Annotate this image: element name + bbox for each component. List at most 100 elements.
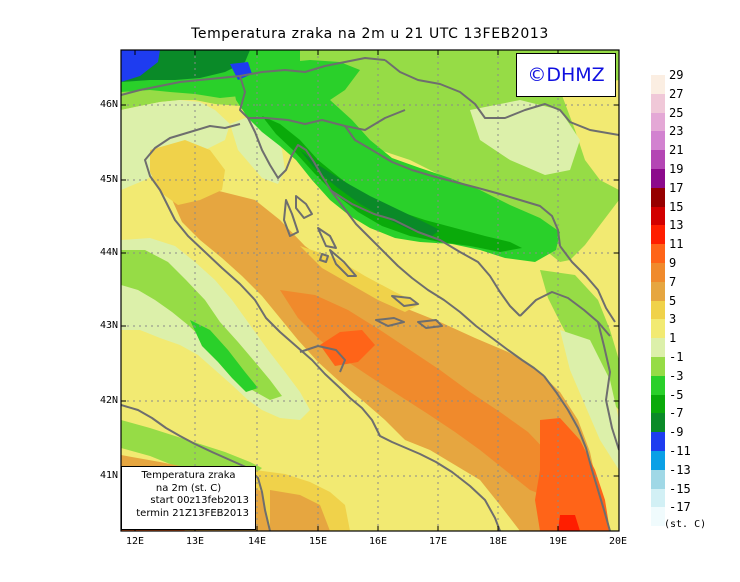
legend-swatch [651, 75, 665, 94]
legend-swatch [651, 488, 665, 508]
lon-label-19e: 19E [548, 536, 568, 547]
albania-border [543, 375, 611, 531]
lat-label-43n: 43N [99, 320, 118, 331]
legend-swatch [651, 206, 665, 226]
field-apennine-green [121, 250, 282, 400]
field-ionian-hot [558, 515, 580, 531]
alps-border [121, 57, 386, 96]
legend-swatch [651, 451, 665, 470]
slovenia-border [239, 75, 406, 131]
italy-coastline [144, 123, 501, 531]
italy-west-coast [121, 404, 271, 531]
legend-level-label: 15 [669, 199, 684, 214]
legend-level-label: 3 [669, 312, 677, 327]
serbia-border [559, 245, 616, 323]
legend-level-label: 11 [669, 237, 684, 252]
island-brac [391, 295, 419, 307]
lon-label-12e: 12E [125, 536, 145, 547]
island-dugi [329, 249, 357, 277]
field-east-yellow [560, 80, 619, 190]
dhmz-watermark: ©DHMZ [516, 53, 616, 97]
plot-frame [120, 49, 620, 532]
legend-swatch [651, 413, 665, 433]
lon-label-15e: 15E [308, 536, 328, 547]
field-dalmatia-yellow [300, 246, 420, 312]
legend-level-label: -7 [669, 406, 684, 421]
legend-swatch [651, 357, 665, 376]
lon-label-18e: 18E [488, 536, 508, 547]
island-tremiti [319, 253, 329, 263]
info-line-termin: termin 21Z13FEB2013 [136, 507, 249, 519]
gargano-coast [299, 345, 346, 373]
legend-level-label: -9 [669, 425, 684, 440]
legend-swatch [651, 131, 665, 151]
legend-swatch [651, 394, 665, 414]
legend-level-label: -11 [669, 444, 691, 458]
legend-level-label: 13 [669, 218, 684, 233]
lat-label-42n: 42N [99, 395, 118, 406]
albania-east-border [597, 321, 619, 451]
legend-level-label: 5 [669, 293, 677, 308]
field-dinaric-green [230, 60, 560, 262]
legend-swatch [651, 300, 665, 320]
field-albania-light [560, 330, 619, 470]
legend-level-label: 21 [669, 143, 684, 158]
legend-swatch [651, 432, 665, 452]
legend-swatch [651, 112, 665, 132]
legend-level-label: -3 [669, 368, 684, 383]
legend-swatch [651, 150, 665, 170]
legend-level-label: -15 [669, 481, 691, 496]
legend-level-label: -5 [669, 387, 684, 402]
lon-label-17e: 17E [428, 536, 448, 547]
island-krk [295, 195, 313, 219]
legend-level-label: 7 [669, 274, 677, 289]
legend-level-label: 25 [669, 105, 684, 120]
field-alps-blue [121, 50, 160, 82]
legend-swatch [651, 244, 665, 264]
chart-title: Temperatura zraka na 2m u 21 UTC 13FEB20… [191, 26, 549, 42]
legend-swatch [651, 187, 665, 207]
legend-swatch [651, 281, 665, 301]
bih-inner-border [329, 189, 521, 317]
legend-swatch [651, 319, 665, 339]
istria-coast [247, 117, 545, 377]
field-italy-west-yellow [121, 330, 305, 470]
legend-level-label: 1 [669, 331, 677, 346]
legend-level-label: 29 [669, 68, 684, 82]
field-south-italy-green [121, 420, 262, 480]
field-adriatic-warm [320, 330, 375, 366]
lon-label-13e: 13E [185, 536, 205, 547]
island-korcula [417, 319, 443, 329]
legend-level-label: 19 [669, 162, 684, 176]
info-line-start: start 00z13feb2013 [150, 495, 249, 506]
lon-label-14e: 14E [247, 536, 267, 547]
info-line-variable: Temperatura zraka [141, 470, 236, 481]
legend-swatch [651, 507, 665, 527]
legend-level-label: -13 [669, 462, 691, 477]
coastlines [121, 57, 619, 531]
legend-level-label: 9 [669, 256, 677, 270]
legend-swatch [651, 225, 665, 245]
field-apennine-mid [190, 320, 258, 392]
lat-label-46n: 46N [99, 99, 118, 110]
legend-swatch [651, 93, 665, 113]
legend-swatch [651, 169, 665, 188]
legend-swatch [651, 263, 665, 282]
info-line-unit: na 2m (st. C) [155, 482, 222, 494]
legend-swatch [651, 469, 665, 489]
legend-level-label: 27 [669, 86, 684, 101]
lon-label-16e: 16E [368, 536, 388, 547]
field-north-adriatic-yellow [150, 140, 225, 205]
croatia-bih-border [344, 125, 561, 247]
island-cres [283, 199, 299, 237]
field-dinaric-darkest [300, 150, 440, 236]
lon-label-20e: 20E [608, 536, 628, 547]
lat-label-45n: 45N [99, 174, 118, 185]
north-border [384, 59, 619, 136]
legend-level-label: 17 [669, 180, 684, 195]
legend-swatch [651, 375, 665, 395]
island-hvar [375, 317, 405, 327]
legend-level-label: -1 [669, 350, 684, 364]
legend-level-label: 23 [669, 124, 684, 139]
field-ionian-warm [535, 418, 610, 531]
